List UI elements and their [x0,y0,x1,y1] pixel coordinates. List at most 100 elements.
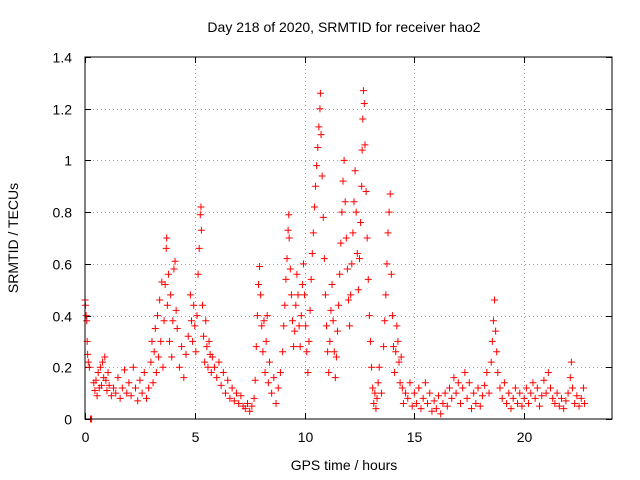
data-point [402,389,410,397]
data-point [577,394,585,402]
data-point [102,376,110,384]
data-point [230,397,238,405]
data-point [217,381,225,389]
data-point [193,312,201,320]
data-point [203,343,211,351]
tick-labels: 0 5 10 15 20 0 0.2 0.4 0.6 0.8 1 1.2 1.4 [53,50,533,446]
data-point [500,379,508,387]
data-point [312,182,320,190]
data-point [493,348,501,356]
data-point [147,358,155,366]
data-point [325,368,333,376]
data-point [233,389,241,397]
data-point [198,301,206,309]
data-point [374,379,382,387]
data-point [121,366,129,374]
data-point [426,389,434,397]
data-point [359,87,367,95]
data-point [301,291,309,299]
y-axis-label: SRMTID / TECUs [5,183,21,293]
data-point [297,312,305,320]
data-point [192,348,200,356]
data-point [338,208,346,216]
data-point [415,384,423,392]
data-point [373,394,381,402]
data-point [251,376,259,384]
data-point [163,234,171,242]
data-point [237,392,245,400]
data-point [219,368,227,376]
y-tick-label: 0.6 [53,257,73,273]
data-point [317,131,325,139]
data-point [496,384,504,392]
data-point [337,239,345,247]
data-point [226,394,234,402]
data-point [187,317,195,325]
data-point [167,291,175,299]
data-point [94,368,102,376]
data-point [153,312,161,320]
data-point [254,281,262,289]
data-point [428,407,436,415]
data-point [398,384,406,392]
data-point [138,389,146,397]
data-point [520,394,528,402]
data-point [478,392,486,400]
data-point [362,187,370,195]
data-point [377,389,385,397]
data-point [573,392,581,400]
data-point [164,270,172,278]
data-point [571,399,579,407]
data-point [437,410,445,418]
data-point [213,374,221,382]
data-point [163,301,171,309]
data-point [568,384,576,392]
data-point [293,270,301,278]
data-point [286,265,294,273]
data-point [456,399,464,407]
data-point [110,384,118,392]
data-point [246,407,254,415]
data-point [461,368,469,376]
y-tick-label: 1.2 [53,102,73,118]
data-point [320,255,328,263]
data-point [285,234,293,242]
data-point [318,172,326,180]
data-point [396,379,404,387]
data-point [448,394,456,402]
data-point [491,296,499,304]
data-point [406,379,414,387]
data-point [270,374,278,382]
data-point [228,384,236,392]
data-point [467,405,475,413]
data-point [383,260,391,268]
data-point [328,281,336,289]
data-point [99,358,107,366]
data-point [384,229,392,237]
data-point [350,198,358,206]
data-point [309,229,317,237]
data-point [127,392,135,400]
data-points [81,87,589,423]
data-point [355,255,363,263]
data-point [196,211,204,219]
data-point [235,399,243,407]
data-point [287,291,295,299]
data-point [159,363,167,371]
data-point [441,389,449,397]
data-point [197,226,205,234]
data-point [354,286,362,294]
data-point [540,376,548,384]
data-point [476,402,484,410]
x-tick-label: 5 [192,429,200,445]
data-point [391,368,399,376]
data-point [260,317,268,325]
data-point [151,325,159,332]
data-point [503,399,511,407]
data-point [564,389,572,397]
data-point [172,306,180,314]
data-point [272,399,280,407]
data-point [450,374,458,382]
data-point [262,337,270,345]
data-point [345,296,352,304]
